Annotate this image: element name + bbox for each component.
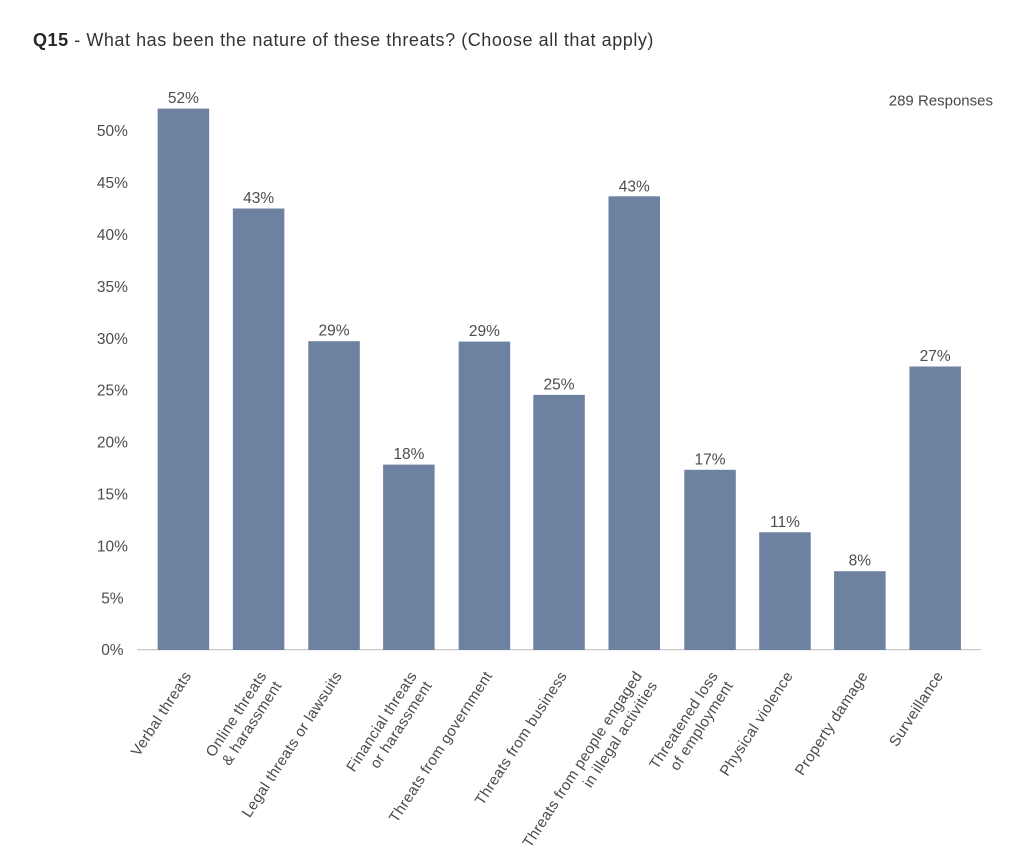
svg-text:18%: 18% <box>393 446 424 463</box>
svg-text:43%: 43% <box>243 190 274 207</box>
svg-text:Surveillance: Surveillance <box>886 668 947 749</box>
svg-text:27%: 27% <box>920 348 951 365</box>
svg-text:20%: 20% <box>97 435 128 452</box>
svg-text:29%: 29% <box>319 323 350 340</box>
svg-text:Q15 - What has been the nature: Q15 - What has been the nature of these … <box>33 30 654 50</box>
svg-text:289 Responses: 289 Responses <box>889 92 993 109</box>
svg-text:45%: 45% <box>97 175 128 192</box>
svg-text:50%: 50% <box>97 123 128 140</box>
svg-text:25%: 25% <box>544 376 575 393</box>
svg-text:29%: 29% <box>469 323 500 340</box>
svg-text:11%: 11% <box>770 514 800 531</box>
svg-text:40%: 40% <box>97 227 128 244</box>
svg-text:25%: 25% <box>97 383 128 400</box>
svg-text:Verbal threats: Verbal threats <box>128 668 195 759</box>
svg-text:17%: 17% <box>695 451 726 468</box>
svg-text:35%: 35% <box>97 279 128 296</box>
svg-text:Property damage: Property damage <box>792 668 872 778</box>
svg-text:15%: 15% <box>97 487 128 504</box>
svg-text:8%: 8% <box>849 553 872 570</box>
svg-text:30%: 30% <box>97 331 128 348</box>
svg-text:43%: 43% <box>619 179 650 196</box>
svg-text:0%: 0% <box>101 642 124 659</box>
svg-text:52%: 52% <box>168 90 199 107</box>
svg-text:5%: 5% <box>101 590 124 607</box>
svg-text:10%: 10% <box>97 538 128 555</box>
